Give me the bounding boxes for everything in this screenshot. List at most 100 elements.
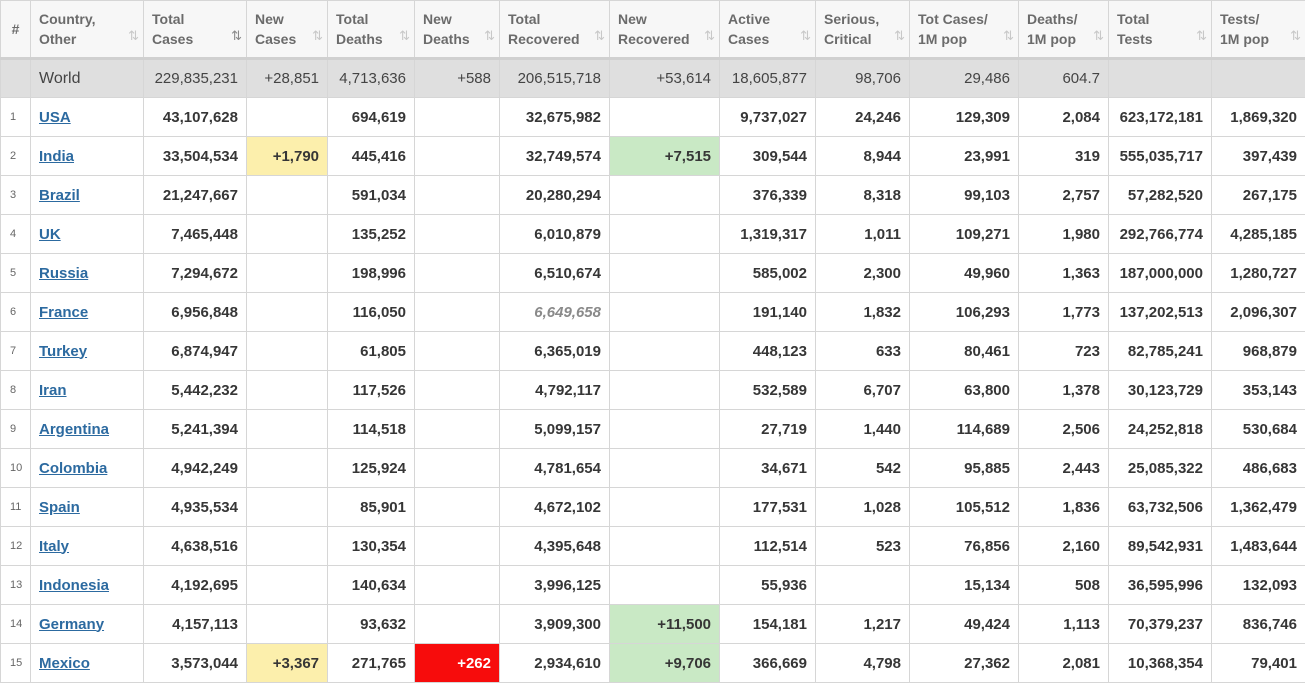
- tests-per-1m-cell: 968,879: [1211, 331, 1305, 371]
- country-cell: UK: [30, 214, 144, 254]
- column-header-country[interactable]: Country, Other ⇅: [30, 0, 144, 60]
- country-link[interactable]: India: [39, 147, 75, 165]
- column-header-tot-cases-per-1m[interactable]: Tot Cases/1M pop ⇅: [909, 0, 1019, 60]
- column-header-new-cases[interactable]: New Cases ⇅: [246, 0, 328, 60]
- new-cases-cell: [246, 604, 328, 644]
- tot-cases-per-1m-cell: 105,512: [909, 487, 1019, 527]
- table-row: 13 Indonesia 4,192,695 140,634 3,996,125 55,9…: [0, 565, 1305, 605]
- total-tests-cell: 10,368,354: [1108, 643, 1212, 683]
- country-link[interactable]: Turkey: [39, 342, 88, 360]
- tot-cases-per-1m-cell: 49,424: [909, 604, 1019, 644]
- new-recovered-cell: +11,500: [609, 604, 720, 644]
- new-deaths-cell: [414, 331, 500, 371]
- country-cell: Brazil: [30, 175, 144, 215]
- total-cases-cell: 6,874,947: [143, 331, 247, 371]
- column-header-deaths-per-1m[interactable]: Deaths/1M pop ⇅: [1018, 0, 1109, 60]
- sort-icon[interactable]: ⇅: [1290, 28, 1301, 43]
- column-header-active-cases[interactable]: Active Cases ⇅: [719, 0, 816, 60]
- new-deaths-cell: [414, 565, 500, 605]
- tot-cases-per-1m-cell: 63,800: [909, 370, 1019, 410]
- rank-cell: 3: [0, 175, 31, 215]
- total-recovered-cell: 4,781,654: [499, 448, 610, 488]
- serious-critical-cell: [815, 565, 910, 605]
- active-cases-cell: 191,140: [719, 292, 816, 332]
- total-cases-cell: 5,442,232: [143, 370, 247, 410]
- tests-per-1m-cell: 2,096,307: [1211, 292, 1305, 332]
- new-recovered-cell: [609, 565, 720, 605]
- country-link[interactable]: Iran: [39, 381, 67, 399]
- country-link[interactable]: Mexico: [39, 654, 90, 672]
- active-cases-cell: 55,936: [719, 565, 816, 605]
- sort-icon[interactable]: ⇅: [312, 28, 323, 43]
- sort-icon[interactable]: ⇅: [800, 28, 811, 43]
- active-cases-cell: 177,531: [719, 487, 816, 527]
- tests-per-1m-cell: 1,483,644: [1211, 526, 1305, 566]
- sort-icon[interactable]: ⇅: [484, 28, 495, 43]
- column-header-serious-critical[interactable]: Serious, Critical ⇅: [815, 0, 910, 60]
- sort-icon[interactable]: ⇅: [704, 28, 715, 43]
- new-cases-cell: [246, 565, 328, 605]
- total-deaths-cell: 4,713,636: [327, 58, 415, 98]
- rank-cell: 9: [0, 409, 31, 449]
- country-link[interactable]: France: [39, 303, 89, 321]
- sort-icon[interactable]: ⇅: [1093, 28, 1104, 43]
- sort-icon[interactable]: ⇅: [399, 28, 410, 43]
- serious-critical-cell: 6,707: [815, 370, 910, 410]
- tests-per-1m-cell: 132,093: [1211, 565, 1305, 605]
- total-cases-cell: 4,192,695: [143, 565, 247, 605]
- deaths-per-1m-cell: 1,378: [1018, 370, 1109, 410]
- total-deaths-cell: 198,996: [327, 253, 415, 293]
- rank-cell: 11: [0, 487, 31, 527]
- rank-cell: 12: [0, 526, 31, 566]
- new-recovered-cell: [609, 370, 720, 410]
- rank-cell: [0, 58, 31, 98]
- deaths-per-1m-cell: 1,836: [1018, 487, 1109, 527]
- country-link[interactable]: Germany: [39, 615, 105, 633]
- sort-icon[interactable]: ⇅: [128, 28, 139, 43]
- new-deaths-cell: [414, 604, 500, 644]
- rank-cell: 5: [0, 253, 31, 293]
- country-link[interactable]: Brazil: [39, 186, 80, 204]
- rank-cell: 1: [0, 97, 31, 137]
- deaths-per-1m-cell: 2,506: [1018, 409, 1109, 449]
- tests-per-1m-cell: 397,439: [1211, 136, 1305, 176]
- rank-cell: 13: [0, 565, 31, 605]
- column-header-total-cases[interactable]: Total Cases ⇅: [143, 0, 247, 60]
- deaths-per-1m-cell: 1,773: [1018, 292, 1109, 332]
- column-header-total-deaths[interactable]: Total Deaths ⇅: [327, 0, 415, 60]
- total-tests-cell: 25,085,322: [1108, 448, 1212, 488]
- sort-icon[interactable]: ⇅: [1003, 28, 1014, 43]
- country-link[interactable]: Argentina: [39, 420, 110, 438]
- sort-icon[interactable]: ⇅: [1196, 28, 1207, 43]
- total-tests-cell: 63,732,506: [1108, 487, 1212, 527]
- column-header-new-recovered[interactable]: New Recovered ⇅: [609, 0, 720, 60]
- country-link[interactable]: Italy: [39, 537, 70, 555]
- total-recovered-cell: 3,996,125: [499, 565, 610, 605]
- rank-cell: 4: [0, 214, 31, 254]
- country-link[interactable]: Colombia: [39, 459, 108, 477]
- sort-icon[interactable]: ⇅: [594, 28, 605, 43]
- total-recovered-cell: 32,675,982: [499, 97, 610, 137]
- active-cases-cell: 448,123: [719, 331, 816, 371]
- column-header-rank[interactable]: #: [0, 0, 31, 60]
- total-deaths-cell: 694,619: [327, 97, 415, 137]
- serious-critical-cell: 8,944: [815, 136, 910, 176]
- tot-cases-per-1m-cell: 109,271: [909, 214, 1019, 254]
- sort-desc-icon[interactable]: ⇅: [231, 28, 242, 43]
- column-header-tests-per-1m[interactable]: Tests/1M pop ⇅: [1211, 0, 1305, 60]
- sort-icon[interactable]: ⇅: [894, 28, 905, 43]
- new-deaths-cell: [414, 487, 500, 527]
- column-header-new-deaths[interactable]: New Deaths ⇅: [414, 0, 500, 60]
- total-recovered-cell: 6,010,879: [499, 214, 610, 254]
- tests-per-1m-cell: 267,175: [1211, 175, 1305, 215]
- country-link[interactable]: Indonesia: [39, 576, 110, 594]
- column-header-total-recovered[interactable]: Total Recovered ⇅: [499, 0, 610, 60]
- country-link[interactable]: USA: [39, 108, 71, 126]
- country-link[interactable]: Russia: [39, 264, 89, 282]
- country-link[interactable]: UK: [39, 225, 61, 243]
- country-link[interactable]: Spain: [39, 498, 80, 516]
- country-cell: Turkey: [30, 331, 144, 371]
- total-deaths-cell: 591,034: [327, 175, 415, 215]
- tot-cases-per-1m-cell: 15,134: [909, 565, 1019, 605]
- column-header-total-tests[interactable]: Total Tests ⇅: [1108, 0, 1212, 60]
